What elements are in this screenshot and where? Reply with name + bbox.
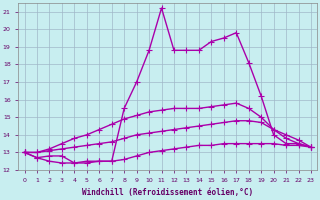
X-axis label: Windchill (Refroidissement éolien,°C): Windchill (Refroidissement éolien,°C): [82, 188, 253, 197]
